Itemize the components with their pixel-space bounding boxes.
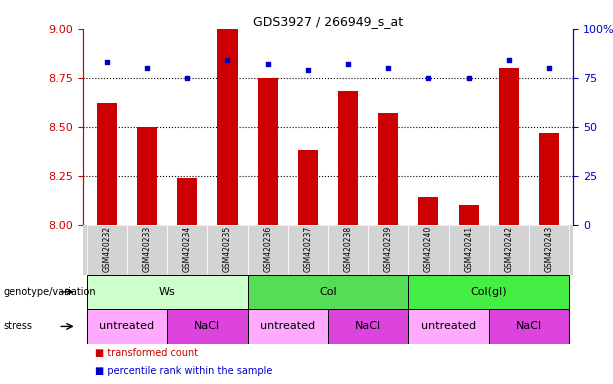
Text: untreated: untreated <box>260 321 315 331</box>
Bar <box>97 103 117 225</box>
Bar <box>257 78 278 225</box>
Point <box>182 74 192 81</box>
Bar <box>419 197 438 225</box>
Text: GSM420242: GSM420242 <box>504 226 513 272</box>
Bar <box>177 178 197 225</box>
Text: GSM420232: GSM420232 <box>102 226 112 272</box>
Text: GSM420236: GSM420236 <box>263 226 272 272</box>
Bar <box>167 225 207 275</box>
Bar <box>489 309 569 344</box>
Title: GDS3927 / 266949_s_at: GDS3927 / 266949_s_at <box>253 15 403 28</box>
Text: GSM420243: GSM420243 <box>544 226 554 272</box>
Point <box>223 57 232 63</box>
Point <box>102 59 112 65</box>
Bar <box>368 225 408 275</box>
Bar <box>529 225 569 275</box>
Bar <box>408 309 489 344</box>
Text: GSM420233: GSM420233 <box>143 226 151 272</box>
Point <box>383 65 393 71</box>
Bar <box>489 225 529 275</box>
Point <box>464 74 474 81</box>
Text: NaCl: NaCl <box>194 321 221 331</box>
Bar <box>328 225 368 275</box>
Text: GSM420237: GSM420237 <box>303 226 313 272</box>
Bar <box>218 29 237 225</box>
Text: GSM420234: GSM420234 <box>183 226 192 272</box>
Text: ■ percentile rank within the sample: ■ percentile rank within the sample <box>95 366 272 376</box>
Text: Col: Col <box>319 287 337 297</box>
Bar <box>287 225 328 275</box>
Text: stress: stress <box>3 321 32 331</box>
Bar <box>328 309 408 344</box>
Text: GSM420239: GSM420239 <box>384 226 393 272</box>
Bar <box>137 127 157 225</box>
Text: GSM420241: GSM420241 <box>464 226 473 272</box>
Point <box>504 57 514 63</box>
Text: NaCl: NaCl <box>355 321 381 331</box>
Bar <box>539 132 559 225</box>
Bar <box>378 113 398 225</box>
Bar <box>408 275 569 309</box>
Bar <box>499 68 519 225</box>
Bar <box>449 225 489 275</box>
Bar <box>87 225 127 275</box>
Bar <box>207 225 248 275</box>
Bar <box>87 309 167 344</box>
Text: genotype/variation: genotype/variation <box>3 287 96 297</box>
Text: GSM420238: GSM420238 <box>343 226 352 272</box>
Bar <box>167 309 248 344</box>
Text: Col(gl): Col(gl) <box>470 287 507 297</box>
Text: GSM420235: GSM420235 <box>223 226 232 272</box>
Bar <box>248 275 408 309</box>
Bar <box>298 150 318 225</box>
Bar <box>127 225 167 275</box>
Point <box>142 65 152 71</box>
Bar <box>248 309 328 344</box>
Text: untreated: untreated <box>421 321 476 331</box>
Bar <box>408 225 449 275</box>
Bar <box>338 91 358 225</box>
Point <box>263 61 273 67</box>
Bar <box>87 275 248 309</box>
Point <box>424 74 433 81</box>
Bar <box>459 205 479 225</box>
Text: GSM420240: GSM420240 <box>424 226 433 272</box>
Point <box>303 67 313 73</box>
Bar <box>248 225 287 275</box>
Text: Ws: Ws <box>159 287 175 297</box>
Point <box>343 61 353 67</box>
Point <box>544 65 554 71</box>
Text: ■ transformed count: ■ transformed count <box>95 348 198 358</box>
Text: NaCl: NaCl <box>516 321 542 331</box>
Text: untreated: untreated <box>99 321 154 331</box>
